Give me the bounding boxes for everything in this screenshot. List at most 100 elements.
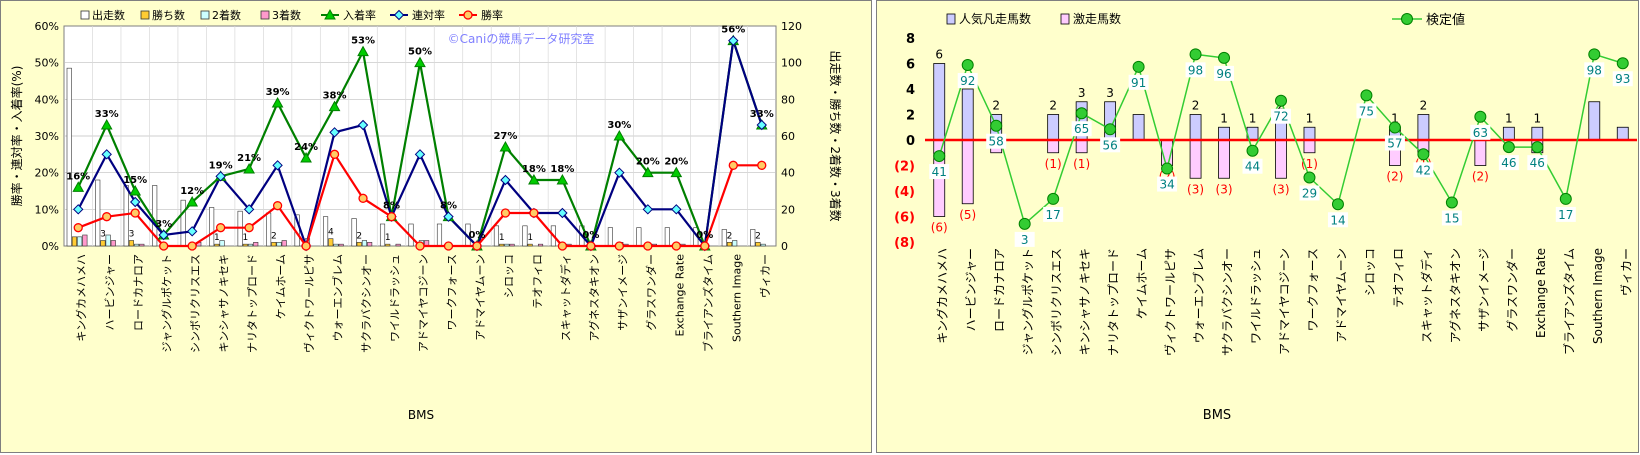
score-point xyxy=(961,59,974,72)
negative-label: (3) xyxy=(1187,182,1204,196)
bar-positive xyxy=(1616,126,1629,141)
legend-label: 激走馬数 xyxy=(1073,11,1121,26)
legend-swatch xyxy=(80,10,90,20)
bar-2 xyxy=(726,242,733,247)
score-label: 98 xyxy=(1188,63,1203,77)
bar-negative xyxy=(1075,139,1088,154)
point-label: 3% xyxy=(155,219,172,230)
x-tick-label: ヴィカー xyxy=(1618,248,1633,296)
score-label-bg xyxy=(1271,108,1291,124)
line-point xyxy=(614,167,625,178)
score-label: 17 xyxy=(1558,208,1573,222)
point-label: 18% xyxy=(550,164,574,175)
y-tick-label: 10% xyxy=(35,203,59,216)
bar-3 xyxy=(134,243,140,247)
positive-label: 2 xyxy=(992,99,1000,113)
score-label: 92 xyxy=(960,74,975,88)
legend-label: 連対率 xyxy=(412,8,445,22)
chart-panel-right: (8) (6) (4) (2) 0 2 4 6 8 6 (6) (5) 2 2 (1) 3 (1) 3 (2) 2 (3… xyxy=(876,0,1639,453)
y-tick-label: 60% xyxy=(35,20,59,33)
line-point xyxy=(443,211,454,222)
legend-label: 2着数 xyxy=(212,8,241,22)
line-point xyxy=(700,241,710,251)
bar-2 xyxy=(527,243,533,247)
score-point xyxy=(1189,48,1202,61)
bar-count-label: 1 xyxy=(385,233,391,243)
legend-label: 入着率 xyxy=(343,8,376,22)
line-point xyxy=(159,241,169,251)
line-point xyxy=(243,162,255,174)
legend-swatch xyxy=(140,10,150,20)
y-tick-label: (2) xyxy=(894,160,915,175)
bar-1 xyxy=(493,225,500,247)
x-tick-label: ハービンジャー xyxy=(964,248,978,331)
score-label: 14 xyxy=(1330,213,1345,227)
bar-positive xyxy=(1218,126,1230,141)
legend-label: 人気凡走馬数 xyxy=(959,11,1031,26)
line-point xyxy=(272,201,283,211)
x-tick-label: シンボリクリスエス xyxy=(1050,248,1064,356)
x-tick-label: サザンイメージ xyxy=(1477,248,1491,332)
y2-tick-label: 60 xyxy=(781,130,795,143)
bar-4 xyxy=(509,243,515,247)
bar-count-label: 1 xyxy=(214,233,220,243)
score-point xyxy=(1132,60,1145,73)
bar-2 xyxy=(100,240,106,247)
score-point xyxy=(1417,148,1430,161)
line-point xyxy=(158,229,169,241)
bar-positive xyxy=(933,63,946,141)
bar-1 xyxy=(209,207,215,247)
x-tick-label: ナリタトップロード xyxy=(246,254,259,353)
line-point xyxy=(101,149,112,160)
line-point xyxy=(557,241,568,251)
line-point xyxy=(329,127,340,138)
x-tick-label: Southern Image xyxy=(1591,248,1605,344)
x-tick-label: アドマイヤコジーン xyxy=(1278,248,1292,355)
bar-2 xyxy=(214,243,220,247)
positive-label: 1 xyxy=(1505,111,1513,125)
x-tick-label: シンボリクリスエス xyxy=(189,254,202,353)
bar-2 xyxy=(71,236,77,247)
x-axis-title: BMS xyxy=(1203,408,1231,423)
legend-marker xyxy=(393,9,405,21)
line-point xyxy=(643,241,653,251)
line-point xyxy=(215,171,226,182)
line-point xyxy=(614,241,625,251)
y2-tick-label: 80 xyxy=(781,93,795,106)
legend-marker xyxy=(1401,13,1413,25)
bar-4 xyxy=(367,242,373,247)
score-point xyxy=(1588,48,1601,61)
x-tick-label: ヴィカー xyxy=(758,254,772,298)
score-label-bg xyxy=(929,164,950,180)
x-tick-label: グラスワンダー xyxy=(1504,248,1519,332)
bar-count-label: 1 xyxy=(527,233,533,243)
point-label: 21% xyxy=(237,153,261,164)
bar-count-label: 2 xyxy=(755,231,761,241)
score-point xyxy=(1445,196,1458,209)
bar-count-label: 1 xyxy=(243,233,249,243)
bar-1 xyxy=(721,229,727,247)
bar-3 xyxy=(105,234,111,247)
x-tick-label: スキャットダディ xyxy=(1419,248,1434,343)
x-tick-label: サクラバクシンオー xyxy=(360,254,373,353)
line-point xyxy=(757,160,767,170)
line-point xyxy=(215,223,226,233)
x-tick-label: Exchange Rate xyxy=(673,254,686,337)
bar-1 xyxy=(379,223,386,247)
bar-1 xyxy=(66,67,72,247)
bar-4 xyxy=(82,234,88,247)
score-point xyxy=(1075,107,1088,120)
line-point xyxy=(641,166,654,178)
x-tick-label: キングカメハメハ xyxy=(936,248,950,344)
bar-1 xyxy=(522,225,528,247)
line-point xyxy=(443,241,454,251)
line-point xyxy=(670,166,683,178)
bar-4 xyxy=(537,243,544,247)
point-label: 18% xyxy=(522,164,546,175)
score-label-bg xyxy=(1612,71,1633,87)
x-tick-label: ブライアンズタイム xyxy=(701,254,715,352)
bar-2 xyxy=(128,240,134,247)
score-label: 44 xyxy=(1245,160,1260,174)
line-point xyxy=(414,56,426,68)
score-label-bg xyxy=(1498,155,1519,171)
